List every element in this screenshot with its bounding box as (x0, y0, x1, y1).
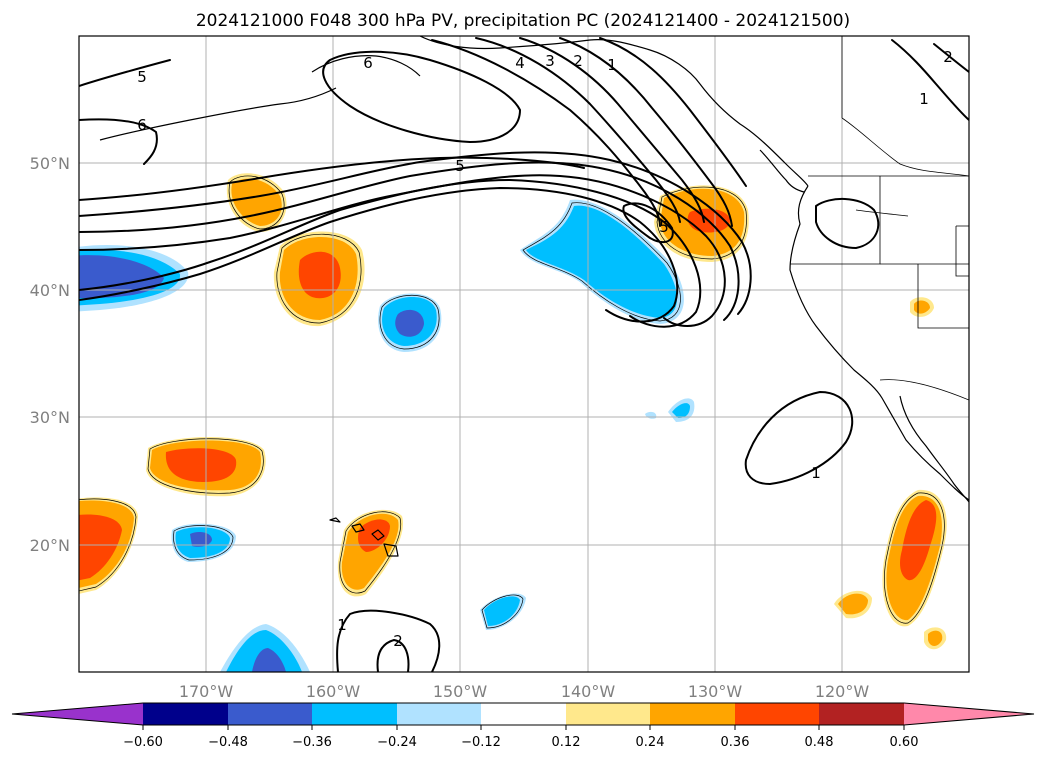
colorbar-segment (819, 703, 904, 725)
colorbar-tick-labels: −0.60 −0.48 −0.36 −0.24 −0.12 0.12 0.24 … (123, 735, 918, 750)
colorbar-tick-label: 0.60 (890, 735, 919, 750)
lat-tick-label: 30°N (30, 408, 70, 427)
pv-contours (79, 37, 969, 672)
colorbar-segment (12, 703, 143, 725)
colorbar-segment (228, 703, 312, 725)
contour-label: 2 (573, 52, 583, 70)
figure-title: 2024121000 F048 300 hPa PV, precipitatio… (196, 11, 850, 31)
lon-tick-label: 120°W (815, 682, 870, 701)
lon-tick-label: 140°W (561, 682, 616, 701)
contour-label: 1 (337, 616, 347, 634)
colorbar-segment (566, 703, 650, 725)
lon-tick-label: 160°W (306, 682, 361, 701)
pc-shading (79, 173, 947, 672)
contour-label: 3 (545, 52, 555, 70)
pc-positive-area (79, 497, 138, 594)
pc-positive-area (834, 297, 947, 650)
contour-label: 5 (659, 218, 669, 236)
colorbar-segment (143, 703, 228, 725)
colorbar-tick-label: 0.24 (636, 735, 665, 750)
colorbar-segment (481, 703, 566, 725)
contour-label: 6 (363, 54, 373, 72)
pc-negative-area (220, 624, 310, 672)
pc-negative-area (378, 293, 442, 352)
lon-tick-label: 150°W (433, 682, 488, 701)
latitude-labels: 50°N 40°N 30°N 20°N (30, 154, 70, 555)
map-background (79, 36, 969, 672)
pc-negative-area (645, 398, 695, 422)
colorbar-tick-label: −0.48 (208, 735, 248, 750)
contour-label: 6 (137, 116, 147, 134)
colorbar-tick-label: 0.48 (805, 735, 834, 750)
contour-label: 1 (607, 56, 617, 74)
colorbar-segment (650, 703, 735, 725)
colorbar-ticks (142, 725, 905, 730)
map-frame (78, 35, 970, 673)
contour-label: 2 (943, 48, 953, 66)
map-content: 5 6 6 5 4 3 2 1 5 2 1 1 1 2 (79, 36, 969, 672)
colorbar-tick-label: −0.36 (292, 735, 332, 750)
longitude-labels: 170°W 160°W 150°W 140°W 130°W 120°W (179, 682, 870, 701)
pc-positive-area (337, 509, 404, 597)
lat-tick-label: 20°N (30, 536, 70, 555)
colorbar-tick-label: 0.12 (552, 735, 581, 750)
lat-tick-label: 40°N (30, 281, 70, 300)
contour-label: 4 (515, 54, 525, 72)
lon-tick-label: 170°W (179, 682, 234, 701)
pv-contour-labels: 5 6 6 5 4 3 2 1 5 2 1 1 1 2 (137, 48, 953, 650)
colorbar-segment (397, 703, 481, 725)
contour-label: 1 (811, 464, 821, 482)
colorbar-segment (735, 703, 819, 725)
colorbar: −0.60 −0.48 −0.36 −0.24 −0.12 0.12 0.24 … (11, 702, 1035, 750)
contour-label: 1 (919, 90, 929, 108)
contour-label: 5 (455, 157, 465, 175)
political-borders (790, 36, 969, 401)
colorbar-tick-label: −0.12 (461, 735, 501, 750)
pc-positive-area (273, 231, 365, 327)
colorbar-segment (312, 703, 397, 725)
contour-label: 5 (137, 68, 147, 86)
lon-tick-label: 130°W (688, 682, 743, 701)
colorbar-tick-label: −0.60 (123, 735, 163, 750)
pc-negative-area (480, 593, 526, 630)
contour-label: 2 (393, 632, 403, 650)
colorbar-tick-label: 0.36 (721, 735, 750, 750)
colorbar-segment (904, 703, 1034, 725)
coastlines (99, 36, 969, 557)
colorbar-tick-label: −0.24 (377, 735, 417, 750)
pc-positive-area (882, 489, 947, 627)
lat-tick-label: 50°N (30, 154, 70, 173)
